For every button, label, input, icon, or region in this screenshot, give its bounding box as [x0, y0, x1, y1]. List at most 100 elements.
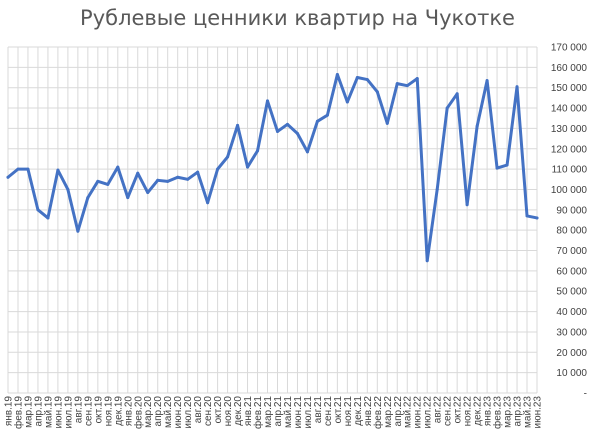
data-point	[256, 149, 260, 153]
data-point	[485, 79, 489, 83]
x-tick-label: июн.23	[533, 396, 544, 429]
x-tick-label: июл.22	[423, 396, 434, 429]
data-point	[176, 175, 180, 179]
data-point	[96, 179, 100, 183]
data-point	[16, 167, 20, 171]
data-point	[196, 170, 200, 174]
data-point	[146, 191, 150, 195]
x-tick-label: ноя.20	[223, 396, 234, 427]
y-tick-label: 110 000	[552, 165, 588, 176]
x-tick-label: июн.22	[413, 396, 424, 429]
x-tick-label: авг.21	[313, 396, 324, 424]
x-axis-tick-labels: янв.19фев.19мар.19апр.19май.19июн.19июл.…	[4, 396, 544, 429]
x-tick-label: июн.21	[293, 396, 304, 429]
data-point	[216, 167, 220, 171]
x-tick-label: апр.22	[393, 396, 404, 427]
x-tick-label: апр.21	[273, 396, 284, 427]
data-point	[335, 72, 339, 76]
data-point	[345, 100, 349, 104]
data-point	[445, 106, 449, 110]
x-tick-label: ноя.21	[343, 396, 354, 427]
x-tick-label: май.22	[403, 396, 414, 428]
y-tick-label: 60 000	[556, 266, 587, 277]
x-tick-label: июн.20	[173, 396, 184, 429]
x-tick-label: фев.22	[372, 396, 384, 429]
data-point	[66, 187, 70, 191]
data-point	[236, 123, 240, 127]
data-point	[86, 196, 90, 200]
x-tick-label: сен.22	[443, 396, 454, 426]
x-tick-label: янв.22	[363, 396, 374, 427]
x-tick-label: дек.21	[353, 396, 364, 426]
data-point	[56, 168, 60, 172]
y-tick-label: 100 000	[551, 185, 588, 196]
x-tick-label: мар.19	[23, 396, 34, 428]
x-tick-label: дек.20	[233, 396, 244, 426]
y-tick-label: 40 000	[556, 307, 587, 318]
data-point	[475, 124, 479, 128]
data-point	[415, 77, 419, 81]
y-tick-label: 70 000	[556, 246, 587, 257]
x-tick-label: мар.20	[143, 396, 154, 428]
x-tick-label: фев.20	[132, 396, 144, 429]
y-tick-label: 90 000	[556, 205, 587, 216]
data-point	[325, 113, 329, 117]
data-point	[106, 182, 110, 186]
data-point	[26, 167, 30, 171]
data-point	[156, 178, 160, 182]
data-point	[206, 201, 210, 205]
x-tick-label: авг.19	[73, 396, 84, 424]
x-tick-label: мар.22	[383, 396, 394, 428]
data-point	[535, 216, 539, 220]
vertical-gridlines	[7, 47, 538, 393]
data-point	[116, 165, 120, 169]
y-tick-label: 160 000	[551, 63, 588, 74]
data-point	[375, 90, 379, 94]
x-tick-label: июн.19	[53, 396, 64, 429]
data-point	[515, 85, 519, 89]
y-tick-label: 10 000	[556, 368, 587, 379]
data-point	[166, 179, 170, 183]
x-tick-label: апр.20	[153, 396, 164, 427]
x-tick-label: фев.19	[12, 396, 24, 429]
x-tick-label: апр.23	[513, 396, 524, 427]
data-point	[285, 122, 289, 126]
x-tick-label: июл.20	[183, 396, 194, 429]
y-tick-label: -	[584, 389, 587, 400]
x-tick-label: май.19	[43, 396, 54, 428]
x-tick-label: сен.20	[203, 396, 214, 426]
data-point	[395, 82, 399, 86]
y-tick-label: 50 000	[556, 287, 587, 298]
x-tick-label: фев.21	[252, 396, 264, 429]
y-tick-label: 130 000	[551, 124, 588, 135]
x-tick-label: янв.21	[243, 396, 254, 427]
data-point	[295, 132, 299, 135]
x-tick-label: окт.22	[453, 396, 464, 424]
data-point	[186, 177, 190, 181]
y-tick-label: 20 000	[556, 348, 587, 359]
data-point	[305, 150, 309, 154]
x-tick-label: июл.19	[63, 396, 74, 429]
x-tick-label: дек.22	[473, 396, 484, 426]
y-axis-tick-labels: - 10 000 20 000 30 000 40 000 50 000 60 000 70 …	[551, 43, 588, 400]
x-tick-label: апр.19	[33, 396, 44, 427]
y-tick-label: 120 000	[551, 144, 588, 155]
data-point	[425, 259, 429, 263]
x-tick-label: сен.21	[323, 396, 334, 426]
x-tick-label: дек.19	[113, 396, 124, 426]
data-point	[525, 214, 529, 218]
x-tick-label: мар.21	[263, 396, 274, 428]
data-point	[405, 84, 409, 88]
data-point	[266, 99, 270, 103]
series-group	[6, 72, 539, 263]
y-tick-label: 150 000	[551, 83, 588, 94]
x-tick-label: май.21	[283, 396, 294, 428]
y-tick-label: 170 000	[551, 43, 588, 54]
data-point	[126, 196, 130, 200]
x-tick-label: июл.21	[303, 396, 314, 429]
data-point	[435, 187, 439, 191]
y-tick-label: 30 000	[556, 327, 587, 338]
data-point	[275, 129, 279, 133]
data-point	[495, 166, 499, 170]
